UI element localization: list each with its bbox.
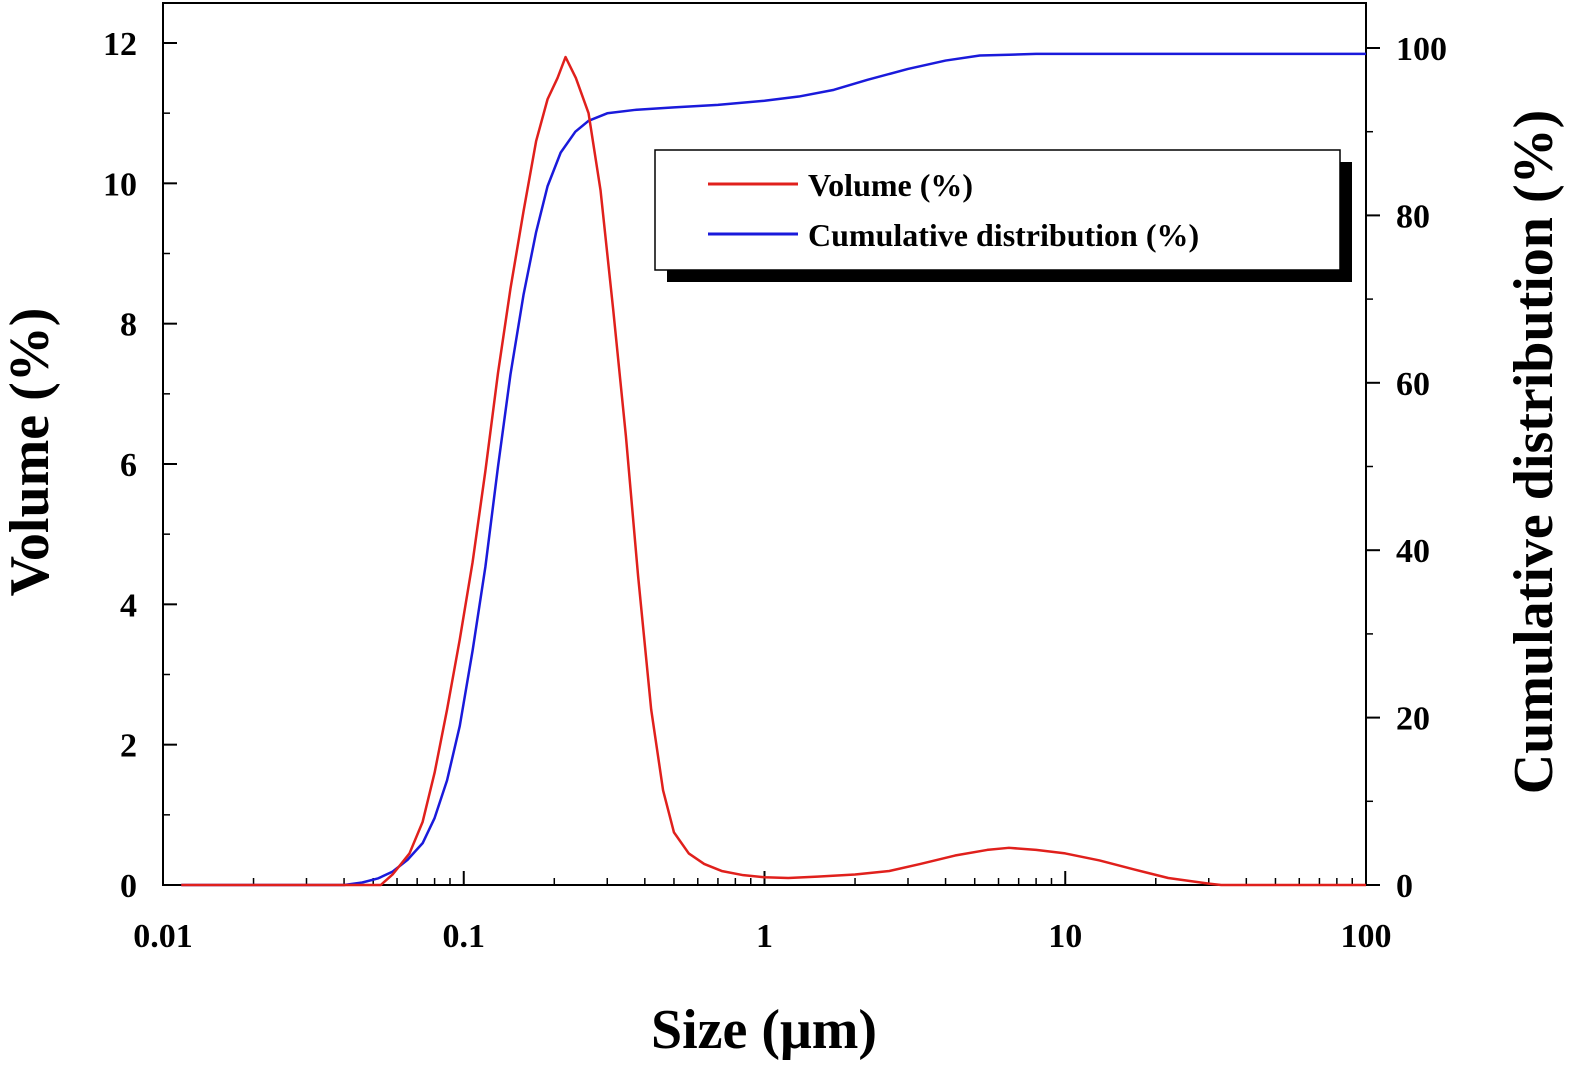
right-y-tick-label: 60 bbox=[1396, 366, 1430, 403]
left-y-tick-label: 8 bbox=[120, 307, 137, 344]
right-y-tick-label: 20 bbox=[1396, 701, 1430, 738]
x-tick-label: 0.1 bbox=[443, 918, 486, 955]
legend-label-cumulative: Cumulative distribution (%) bbox=[808, 217, 1199, 253]
x-axis-ticks: 0.01 0.1 1 10 100 bbox=[133, 871, 1392, 955]
left-y-tick-label: 2 bbox=[120, 728, 137, 765]
x-tick-label: 0.01 bbox=[133, 918, 193, 955]
left-y-tick-label: 4 bbox=[120, 587, 137, 624]
x-axis-title: Size (μm) bbox=[651, 999, 877, 1061]
legend-box bbox=[654, 149, 1341, 271]
series-cumulative-line bbox=[181, 52, 1366, 887]
left-y-tick-label: 0 bbox=[120, 868, 137, 905]
x-tick-label: 1 bbox=[756, 918, 773, 955]
right-y-axis-ticks: 0 20 40 60 80 100 bbox=[1366, 31, 1447, 905]
left-y-tick-label: 10 bbox=[103, 166, 137, 203]
right-y-tick-label: 100 bbox=[1396, 31, 1447, 68]
x-tick-label: 10 bbox=[1048, 918, 1082, 955]
left-y-axis-title: Volume (%) bbox=[0, 308, 61, 597]
right-y-tick-label: 40 bbox=[1396, 533, 1430, 570]
right-y-axis-title: Cumulative distribution (%) bbox=[1503, 110, 1565, 795]
series-volume-line bbox=[181, 55, 1366, 887]
right-y-tick-label: 80 bbox=[1396, 198, 1430, 235]
left-y-tick-label: 12 bbox=[103, 26, 137, 63]
x-tick-label: 100 bbox=[1341, 918, 1392, 955]
right-y-tick-label: 0 bbox=[1396, 868, 1413, 905]
legend: Volume (%) Cumulative distribution (%) bbox=[654, 149, 1352, 282]
series-layer bbox=[181, 52, 1366, 887]
left-y-tick-label: 6 bbox=[120, 447, 137, 484]
left-y-axis-ticks: 0 2 4 6 8 10 12 bbox=[103, 26, 177, 905]
legend-label-volume: Volume (%) bbox=[808, 167, 973, 203]
